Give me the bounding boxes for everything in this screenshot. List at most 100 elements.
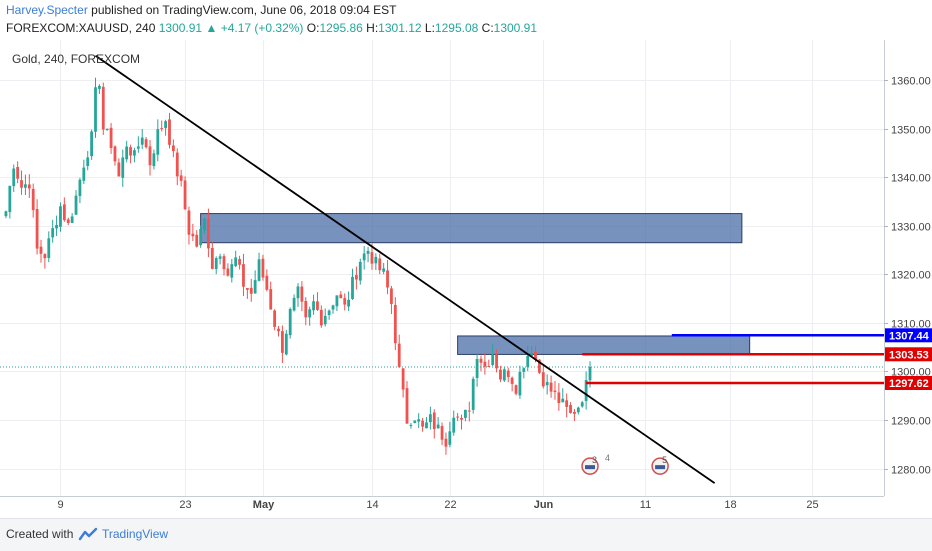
candle-body [495, 354, 498, 369]
y-tick-label: 1310.00 [891, 319, 931, 331]
trendline [94, 54, 716, 484]
y-tick-label: 1350.00 [891, 125, 931, 137]
candle-body [113, 146, 117, 162]
candle-body [121, 157, 125, 178]
y-tick-label: 1290.00 [891, 416, 931, 428]
candle-body [483, 361, 487, 367]
candle-body [31, 188, 35, 211]
open-value: 1295.86 [319, 21, 363, 35]
candle-body [51, 228, 55, 238]
tradingview-brand-link[interactable]: TradingView [102, 527, 169, 541]
x-tick-label: 9 [57, 499, 63, 511]
candle-body [222, 256, 226, 270]
candle-body [245, 288, 249, 290]
x-tick-label: Jun [534, 499, 554, 511]
candle-body [573, 411, 576, 414]
candle-body [164, 121, 167, 129]
x-tick-label: May [253, 499, 275, 511]
candle-body [425, 422, 428, 429]
candle-body [207, 219, 210, 249]
level-label-bg [885, 328, 932, 343]
candle-body [405, 388, 409, 424]
candle-body [479, 358, 483, 363]
last-price: 1300.91 [158, 21, 203, 35]
high-label: H: [366, 21, 379, 35]
candle-body [397, 343, 401, 367]
supply-zone [457, 335, 751, 355]
candle-body [335, 295, 339, 307]
candle-body [374, 256, 378, 264]
candle-body [553, 390, 557, 393]
candle-body [284, 333, 288, 355]
candle-body [133, 150, 136, 156]
candle-body [382, 268, 386, 272]
candle-body [436, 424, 440, 429]
change-value: +4.17 (+0.32%) [220, 21, 304, 35]
candle-body [487, 366, 491, 368]
event-count: 5 [662, 455, 667, 465]
zones [200, 213, 751, 355]
candle-body [144, 139, 148, 148]
x-tick-label: 14 [366, 499, 378, 511]
price-axis[interactable]: 1280.00 1290.00 1300.00 1310.00 1320.00 1330.… [884, 76, 931, 477]
x-tick-label: 11 [640, 499, 651, 511]
close-value: 1300.91 [493, 21, 538, 35]
candle-body [82, 167, 86, 181]
level-label: 1307.44 [889, 330, 930, 342]
y-tick-label: 1360.00 [891, 76, 931, 88]
candle-body [319, 309, 323, 326]
candle-body [27, 184, 31, 189]
candle-body [140, 137, 144, 145]
candle-body [288, 308, 292, 336]
candle-body [78, 179, 82, 197]
candle-body [8, 185, 12, 213]
candle-body [203, 218, 206, 230]
candle-body [526, 355, 530, 367]
candle-body [125, 146, 129, 160]
candle-body [569, 405, 572, 413]
candle-body [136, 146, 140, 149]
candle-body [448, 431, 452, 445]
candle-body [20, 180, 23, 188]
candle-body [323, 315, 327, 325]
candle-body [24, 184, 27, 188]
candle-body [4, 211, 8, 217]
candle-body [94, 87, 97, 132]
trendline-group [94, 54, 716, 484]
level-label: 1303.53 [889, 349, 929, 361]
time-axis[interactable]: 9 23 May 14 22 Jun 11 18 25 [57, 499, 818, 511]
candle-body [90, 131, 94, 157]
candle-body [47, 238, 51, 258]
y-tick-label: 1320.00 [891, 270, 931, 282]
candle-body [195, 234, 199, 247]
candle-body [160, 128, 164, 130]
candle-body [175, 152, 179, 177]
candle-body [432, 412, 436, 430]
symbol-label: FOREXCOM:XAUUSD, 240 [6, 21, 156, 35]
high-value: 1301.12 [378, 21, 422, 35]
candle-body [417, 419, 421, 422]
candle-body [281, 331, 284, 353]
candle-body [66, 219, 70, 224]
candle-body [265, 275, 269, 290]
candle-body [168, 119, 171, 145]
tradingview-logo-icon [78, 527, 98, 541]
candle-body [277, 328, 280, 332]
candle-body [312, 301, 315, 311]
candle-body [549, 382, 553, 392]
candle-body [16, 166, 20, 179]
candle-body [518, 371, 522, 396]
candle-body [117, 162, 121, 177]
candle-body [534, 351, 537, 360]
author-link[interactable]: Harvey.Specter [6, 3, 88, 17]
candle-body [199, 228, 203, 246]
candle-body [565, 400, 569, 407]
candles [4, 77, 592, 455]
grid [0, 40, 884, 496]
candle-body [300, 286, 304, 302]
candle-body [413, 420, 417, 424]
level-label-bg [885, 347, 932, 362]
candle-body [273, 310, 277, 327]
candle-body [316, 301, 319, 310]
